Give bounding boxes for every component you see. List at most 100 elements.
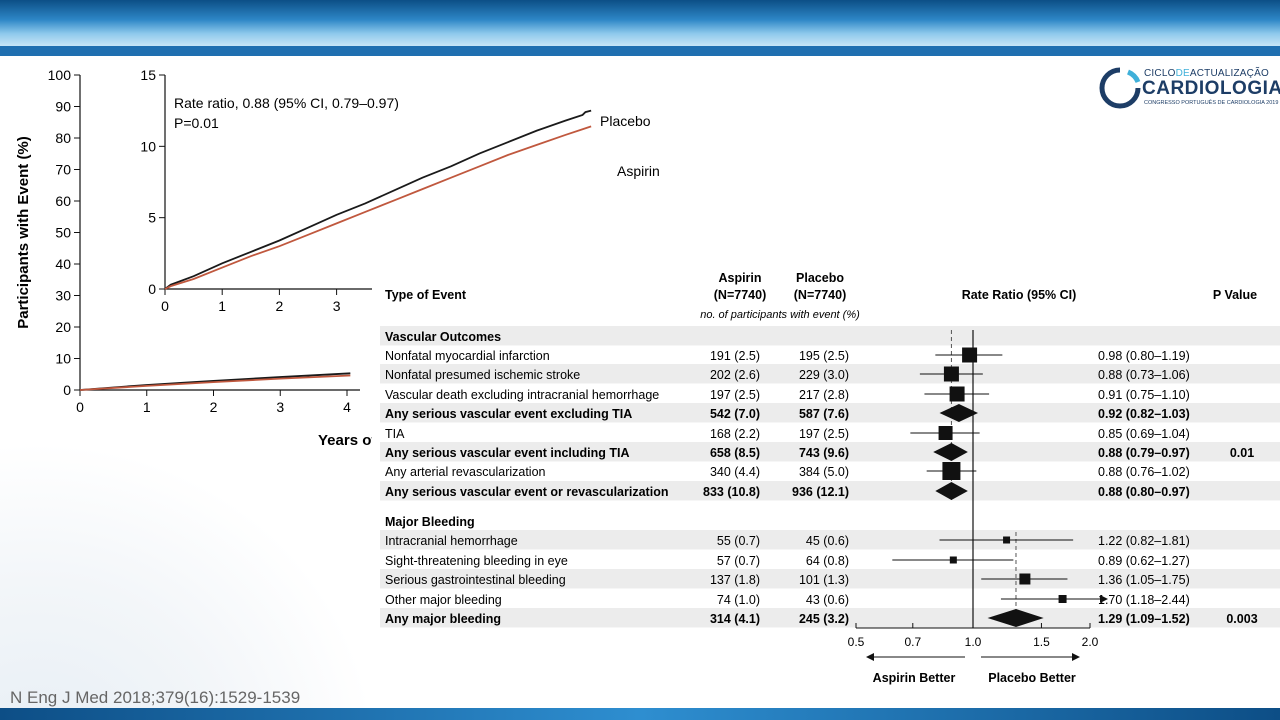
pooled-estimate-diamond [939,404,978,422]
placebo-count: 229 (3.0) [799,368,849,382]
y-tick-label: 0 [63,382,71,398]
series-line-aspirin [79,374,351,391]
y-tick-label: 50 [55,225,71,241]
logo-subtitle: CONGRESSO PORTUGUÊS DE CARDIOLOGIA 2019 [1144,100,1279,106]
inset-annotation-rate-ratio: Rate ratio, 0.88 (95% CI, 0.79–0.97) [174,95,399,111]
y-tick-label: 20 [55,319,71,335]
point-estimate-square [1058,595,1067,603]
event-label: Any serious vascular event excluding TIA [385,407,632,421]
row-shade [380,364,1280,384]
forest-x-tick-label: 1.0 [965,635,982,649]
inset-series-line-placebo [164,109,592,290]
inset-x-tick-label: 0 [161,298,169,314]
aspirin-better-arrowhead-icon [866,653,874,661]
row-shade [380,326,1280,346]
y-axis-label: Participants with Event (%) [15,136,32,329]
logo-line-1: CICLODEACTUALIZAÇÃO [1144,68,1269,79]
placebo-count: 45 (0.6) [806,534,849,548]
logo-title: CARDIOLOGIA [1142,78,1280,99]
aspirin-count: 55 (0.7) [717,534,760,548]
rate-ratio-ci: 0.88 (0.76–1.02) [1098,465,1190,479]
row-shade [380,569,1280,589]
pooled-estimate-diamond [933,443,968,461]
x-axis-label: Years of [318,432,377,449]
p-value: 0.003 [1226,612,1257,626]
y-tick-label: 60 [55,193,71,209]
forest-plot-panel: Type of Event Aspirin (N=7740) Placebo (N=77… [372,262,1280,702]
legend-label-aspirin: Aspirin [617,163,660,179]
inset-x-tick-label: 3 [333,298,341,314]
placebo-count: 245 (3.2) [799,612,849,626]
footer-banner [0,708,1280,720]
inset-y-tick-label: 5 [148,210,156,226]
section-heading: Major Bleeding [385,515,475,529]
placebo-count: 743 (9.6) [799,446,849,460]
point-estimate-square [962,347,978,363]
y-tick-label: 100 [48,67,72,83]
x-tick-label: 0 [76,399,84,415]
legend-label-placebo: Placebo [600,113,651,129]
col-header-aspirin: Aspirin [718,271,761,285]
aspirin-count: 168 (2.2) [710,427,760,441]
col-subheader-counts: no. of participants with event (%) [700,309,860,321]
background-decoration [0,440,380,710]
aspirin-count: 314 (4.1) [710,612,760,626]
x-tick-label: 3 [276,399,284,415]
inset-x-tick-label: 1 [218,298,226,314]
event-label: Intracranial hemorrhage [385,534,518,548]
rate-ratio-ci: 1.22 (0.82–1.81) [1098,534,1190,548]
row-shade [380,442,1280,462]
aspirin-count: 202 (2.6) [710,368,760,382]
rate-ratio-ci: 1.29 (1.09–1.52) [1098,612,1190,626]
row-shade [380,608,1280,628]
rate-ratio-ci: 1.36 (1.05–1.75) [1098,573,1190,587]
y-tick-label: 10 [55,351,71,367]
aspirin-count: 340 (4.4) [710,465,760,479]
x-tick-label: 2 [210,399,218,415]
col-header-p-value: P Value [1213,288,1257,302]
pooled-estimate-diamond [935,482,968,500]
placebo-count: 101 (1.3) [799,573,849,587]
forest-x-tick-label: 0.7 [904,635,921,649]
event-label: Any serious vascular event or revascular… [385,485,668,499]
aspirin-count: 197 (2.5) [710,388,760,402]
aspirin-better-label: Aspirin Better [873,671,956,685]
x-tick-label: 1 [143,399,151,415]
row-shade [380,530,1280,550]
point-estimate-square [942,462,961,480]
col-header-aspirin-n: (N=7740) [714,288,766,302]
inset-background [166,75,686,288]
p-value: 0.01 [1230,446,1254,460]
placebo-count: 384 (5.0) [799,465,849,479]
event-label: TIA [385,427,405,441]
forest-x-tick-label: 0.5 [848,635,865,649]
row-shade [380,481,1280,501]
point-estimate-square [938,426,953,440]
rate-ratio-ci: 0.92 (0.82–1.03) [1098,407,1190,421]
aspirin-count: 833 (10.8) [703,485,760,499]
point-estimate-square [1019,573,1031,585]
col-header-rate-ratio: Rate Ratio (95% CI) [962,288,1077,302]
event-label: Any major bleeding [385,612,501,626]
row-shade [380,403,1280,423]
rate-ratio-ci: 0.88 (0.79–0.97) [1098,446,1190,460]
y-tick-label: 30 [55,288,71,304]
header-stripe [0,46,1280,56]
inset-y-tick-label: 10 [140,138,156,154]
placebo-better-arrowhead-icon [1072,653,1080,661]
event-label: Nonfatal presumed ischemic stroke [385,368,580,382]
point-estimate-square [1003,536,1011,544]
inset-x-tick-label: 2 [276,298,284,314]
event-label: Serious gastrointestinal bleeding [385,573,566,587]
placebo-count: 587 (7.6) [799,407,849,421]
logo-ring-icon [1099,67,1141,109]
placebo-better-label: Placebo Better [988,671,1076,685]
placebo-count: 64 (0.8) [806,554,849,568]
section-heading: Vascular Outcomes [385,330,501,344]
inset-annotation-p-value: P=0.01 [174,115,219,131]
aspirin-count: 74 (1.0) [717,593,760,607]
inset-y-tick-label: 0 [148,281,156,297]
y-tick-label: 70 [55,162,71,178]
event-label: Any serious vascular event including TIA [385,446,630,460]
